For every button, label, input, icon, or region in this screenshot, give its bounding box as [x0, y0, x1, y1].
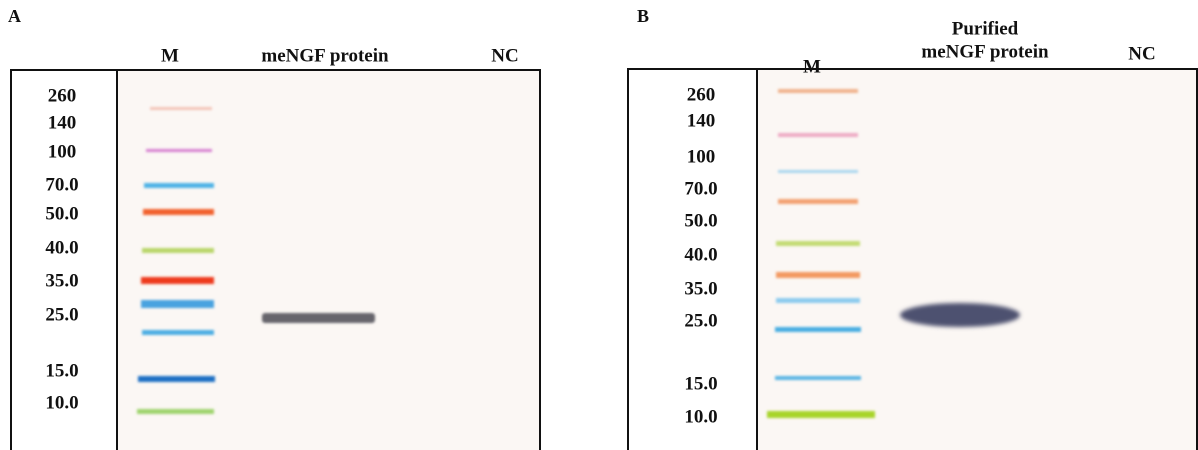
marker-label: 140 [48, 112, 77, 133]
marker-label: 15.0 [45, 360, 78, 381]
marker-label: 25.0 [684, 310, 717, 331]
marker-band [775, 376, 861, 380]
marker-label: 40.0 [684, 244, 717, 265]
blot-membrane [117, 70, 540, 450]
marker-band [150, 107, 212, 110]
lane-header: meNGF protein [261, 45, 389, 66]
marker-band [138, 376, 215, 382]
marker-label: 15.0 [684, 373, 717, 394]
marker-label: 25.0 [45, 304, 78, 325]
lane-header: meNGF protein [921, 41, 1049, 62]
blot-membrane [757, 69, 1198, 450]
protein-band [900, 303, 1020, 327]
marker-label: 100 [687, 146, 716, 167]
marker-label: 10.0 [684, 406, 717, 427]
panel-label: B [637, 6, 649, 26]
marker-band [778, 170, 858, 173]
marker-band [141, 300, 214, 308]
marker-label: 35.0 [684, 278, 717, 299]
marker-band [142, 330, 214, 335]
marker-band [142, 248, 214, 253]
marker-label: 10.0 [45, 392, 78, 413]
panel-label: A [8, 6, 21, 26]
marker-label: 50.0 [45, 203, 78, 224]
lane-header: Purified [952, 18, 1019, 39]
marker-label: 70.0 [45, 174, 78, 195]
marker-band [778, 133, 858, 137]
marker-band [146, 149, 212, 152]
marker-band [778, 89, 858, 93]
protein-band [262, 313, 375, 323]
marker-label: 35.0 [45, 270, 78, 291]
marker-band [143, 209, 214, 215]
marker-label: 100 [48, 141, 77, 162]
marker-band [137, 409, 214, 414]
marker-label: 140 [687, 110, 716, 131]
lane-header: NC [1128, 43, 1155, 64]
marker-label: 50.0 [684, 210, 717, 231]
marker-band [778, 199, 858, 204]
marker-label: 70.0 [684, 178, 717, 199]
marker-band [767, 411, 875, 418]
marker-label: 260 [48, 85, 77, 106]
lane-header: M [803, 56, 821, 77]
lane-header: M [161, 45, 179, 66]
panel-b: B M Purified meNGF protein NC 260 140 100 7… [628, 6, 1198, 450]
marker-band [776, 241, 860, 246]
marker-label: 260 [687, 84, 716, 105]
panel-a: A M meNGF protein NC 260 140 100 70.0 50.0 40… [8, 6, 540, 450]
lane-header: NC [491, 45, 518, 66]
marker-band [776, 298, 860, 303]
marker-band [144, 183, 214, 188]
marker-band [775, 327, 861, 332]
figure: A M meNGF protein NC 260 140 100 70.0 50.0 40… [0, 0, 1198, 450]
marker-label: 40.0 [45, 237, 78, 258]
marker-band [141, 277, 214, 284]
marker-band [776, 272, 860, 278]
